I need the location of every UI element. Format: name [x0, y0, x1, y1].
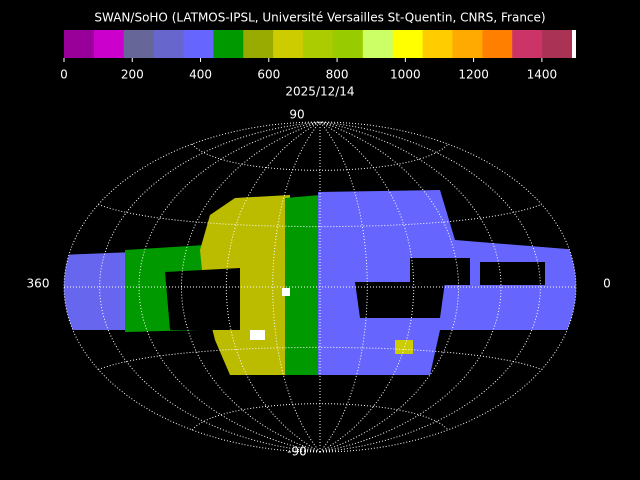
- colorbar-swatch: [153, 30, 185, 58]
- spot: [395, 340, 413, 354]
- parallel: [98, 204, 542, 228]
- colorbar-swatch: [64, 30, 95, 58]
- tick-label: 1200: [458, 68, 489, 82]
- pole-label: -90: [287, 445, 307, 459]
- pole-label: 90: [289, 108, 304, 122]
- meridian: [225, 121, 321, 453]
- meridian: [319, 121, 502, 453]
- colorbar-swatch: [303, 30, 334, 58]
- colorbar-swatch: [183, 30, 214, 58]
- meridian: [319, 121, 541, 453]
- meridian: [319, 121, 459, 453]
- colorbar-swatch: [422, 30, 453, 58]
- graticule: [63, 121, 577, 453]
- region: [64, 252, 135, 330]
- title: SWAN/SoHO (LATMOS-IPSL, Université Versa…: [94, 11, 545, 25]
- colorbar-swatch: [213, 30, 244, 58]
- tick-label: 1400: [527, 68, 558, 82]
- date: 2025/12/14: [285, 85, 354, 99]
- tick-label: 1000: [390, 68, 421, 82]
- gap: [480, 262, 545, 285]
- colorbar-swatch: [362, 30, 394, 58]
- tick-label: 200: [121, 68, 144, 82]
- colorbar-swatch: [542, 30, 573, 58]
- colorbar-swatch: [482, 30, 513, 58]
- longitude-label: 360: [27, 277, 50, 291]
- spot: [250, 330, 265, 340]
- sky-data: [64, 190, 576, 375]
- tick-label: 600: [257, 68, 280, 82]
- colorbar-swatch: [452, 30, 483, 58]
- gap: [355, 282, 445, 318]
- gap: [165, 268, 240, 330]
- colorbar-overflow: [572, 30, 576, 58]
- tick-label: 0: [60, 68, 68, 82]
- tick-label: 400: [189, 68, 212, 82]
- spot: [282, 288, 290, 296]
- colorbar-swatch: [123, 30, 155, 58]
- meridian: [138, 121, 321, 453]
- colorbar-swatch: [93, 30, 125, 58]
- colorbar-swatch: [392, 30, 424, 58]
- longitude-label: 0: [603, 277, 611, 291]
- region: [285, 195, 320, 375]
- meridian: [99, 121, 321, 453]
- colorbar-swatch: [273, 30, 304, 58]
- tick-label: 800: [326, 68, 349, 82]
- colorbar-swatch: [512, 30, 543, 58]
- parallel: [98, 346, 542, 370]
- colorbar-swatch: [243, 30, 274, 58]
- gap: [410, 258, 470, 285]
- colorbar-swatch: [332, 30, 364, 58]
